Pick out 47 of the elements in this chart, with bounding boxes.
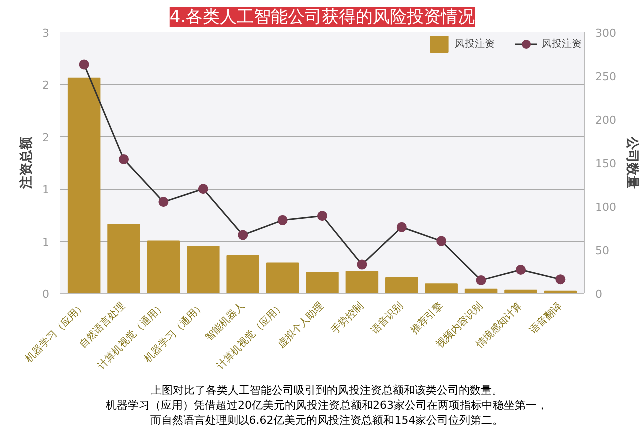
point [556,274,566,285]
point [516,265,526,275]
bar [108,224,140,294]
text: 而自然语言处理则以6.62亿美元的风投注资总额和154家公司位列第二。 [150,414,504,427]
bar [68,78,101,294]
bar [306,272,339,294]
bar [147,240,180,294]
y-tick-label: 0 [42,288,50,301]
point [476,275,486,286]
y2-tick-label: 100 [596,201,616,214]
point [278,215,288,226]
legend-label: 风投注资 [542,38,582,51]
y2-tick-label: 50 [596,244,610,258]
y2-tick-label: 200 [596,114,616,127]
y2-tick-label: 300 [596,27,616,40]
point [119,154,130,165]
y2-tick-label: 0 [596,288,602,301]
point [198,184,208,194]
chart-title: 4.各类人工智能公司获得的风险投资情况 [170,8,476,28]
legend-label: 风投注资 [455,38,495,51]
y2-tick-label: 150 [596,158,616,170]
text: 上图对比了各类人工智能公司吸引到的风投注资总额和该类公司的数量。 [151,384,503,397]
y-tick-label: 1 [42,184,50,197]
bar [187,246,220,294]
y-tick-label: 2 [42,79,50,92]
y-tick-label: 2 [42,131,50,144]
point [396,222,407,232]
text: 机器学习（应用）凭借超过20亿美元的风投注资总额和263家公司在两项指标中稳坐第一， [106,399,548,412]
x-tick-label: 手势控制 [329,300,366,337]
point [357,260,368,270]
bar [425,284,458,294]
bar [226,255,260,294]
y-axis-title: 注资总额 [18,136,34,190]
y-tick-label: 1 [42,236,50,249]
point [79,60,90,70]
y2-tick-label: 250 [596,70,616,84]
bar [386,277,418,294]
y2-axis-title: 公司数量 [624,136,640,189]
x-tick-label: 语音翻译 [528,300,565,337]
y-tick-label: 3 [42,27,50,40]
x-tick-label: 语音识别 [369,300,406,337]
bar [266,262,300,294]
point [318,211,328,222]
point [158,197,169,208]
point [436,236,447,246]
bar [346,271,379,294]
point [238,230,248,240]
